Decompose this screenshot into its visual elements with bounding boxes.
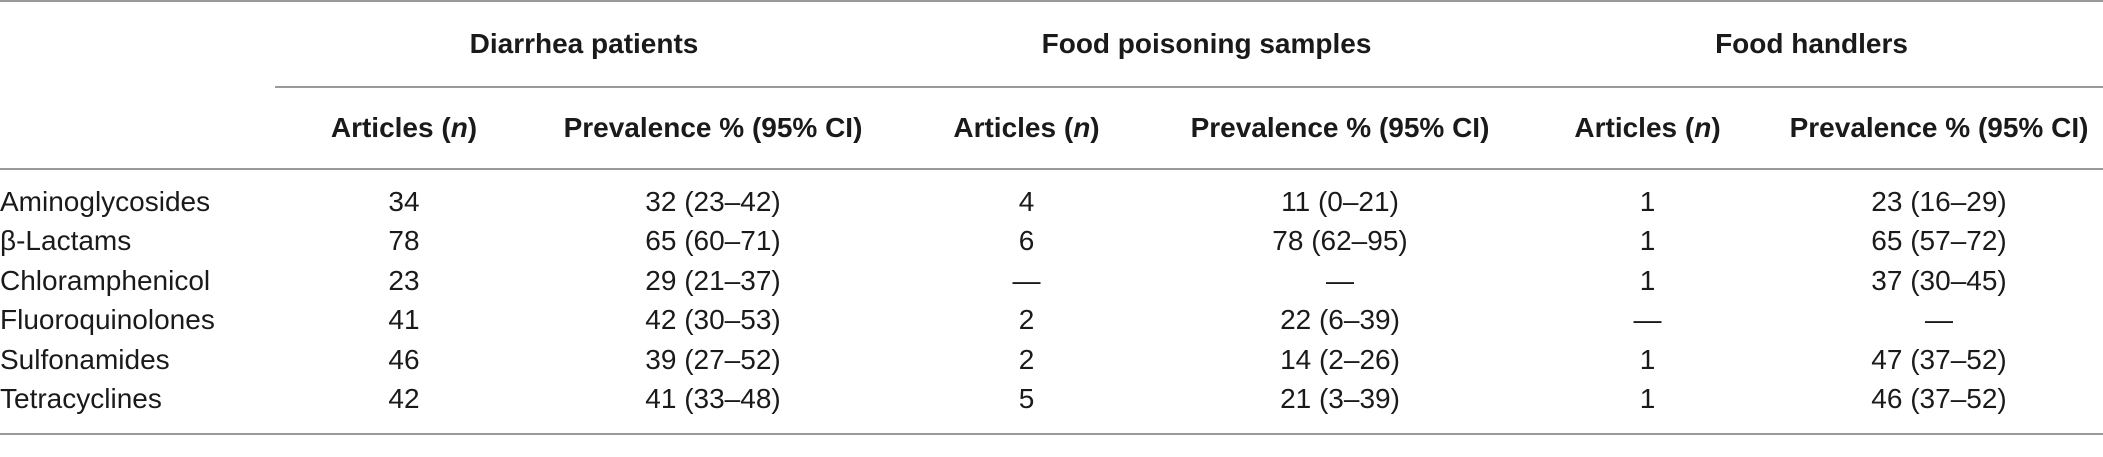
cell-prevalence: — <box>1326 264 1354 296</box>
subheader-articles: Articles (n) <box>275 87 533 170</box>
cell-prevalence: 22 (6–39) <box>1280 304 1400 336</box>
group-header-food-poisoning-samples: Food poisoning samples <box>893 0 1521 88</box>
articles-prefix: Articles ( <box>330 112 451 143</box>
row-label: Fluoroquinolones <box>0 304 215 336</box>
articles-n: n <box>1073 112 1091 143</box>
table-row: Sulfonamides 46 39 (27–52) 2 14 (2–26) 1… <box>0 340 2103 380</box>
cell-prevalence: 47 (37–52) <box>1871 343 2007 375</box>
cell-articles: 2 <box>1018 343 1035 375</box>
subheader-prevalence: Prevalence % (95% CI) <box>1775 87 2103 170</box>
cell-articles: 41 <box>388 304 420 336</box>
subheader-prevalence: Prevalence % (95% CI) <box>533 87 893 170</box>
articles-suffix: ) <box>467 112 478 143</box>
table-row: Tetracyclines 42 41 (33–48) 5 21 (3–39) … <box>0 379 2103 435</box>
subheader-articles: Articles (n) <box>893 87 1160 170</box>
row-label: Aminoglycosides <box>0 185 211 217</box>
group-header-food-handlers: Food handlers <box>1520 0 2103 88</box>
cell-articles: — <box>1633 304 1662 336</box>
cell-prevalence: 46 (37–52) <box>1775 379 2103 435</box>
cell-articles: 23 <box>388 264 420 296</box>
row-label: Sulfonamides <box>0 343 170 375</box>
articles-prefix: Articles ( <box>953 112 1074 143</box>
table-body: Aminoglycosides 34 32 (23–42) 4 11 (0–21… <box>0 169 2103 435</box>
articles-prefix: Articles ( <box>1574 112 1695 143</box>
articles-suffix: ) <box>1711 112 1721 143</box>
cell-articles: 6 <box>1018 225 1035 257</box>
cell-articles: 2 <box>1018 304 1035 336</box>
cell-prevalence: 32 (23–42) <box>645 185 781 217</box>
articles-n: n <box>450 112 468 143</box>
cell-prevalence: — <box>1925 304 1954 336</box>
cell-articles: 46 <box>388 343 420 375</box>
cell-articles: 4 <box>1018 185 1035 217</box>
cell-prevalence: 41 (33–48) <box>533 379 893 435</box>
table-row: Chloramphenicol 23 29 (21–37) — — 1 37 (… <box>0 261 2103 301</box>
articles-suffix: ) <box>1090 112 1100 143</box>
cell-articles: 1 <box>1639 264 1656 296</box>
cell-articles: 42 <box>275 379 533 435</box>
group-header-diarrhea-patients: Diarrhea patients <box>275 0 893 88</box>
cell-prevalence: 78 (62–95) <box>1272 225 1408 257</box>
articles-n: n <box>1694 112 1712 143</box>
table-row: β-Lactams 78 65 (60–71) 6 78 (62–95) 1 6… <box>0 222 2103 262</box>
row-label: Chloramphenicol <box>0 264 211 296</box>
cell-prevalence: 37 (30–45) <box>1871 264 2007 296</box>
table-row: Aminoglycosides 34 32 (23–42) 4 11 (0–21… <box>0 169 2103 222</box>
cell-prevalence: 42 (30–53) <box>645 304 781 336</box>
cell-articles: 78 <box>388 225 420 257</box>
cell-prevalence: 14 (2–26) <box>1280 343 1400 375</box>
cell-articles: 34 <box>388 185 420 217</box>
cell-prevalence: 65 (60–71) <box>645 225 781 257</box>
group-header-row: Diarrhea patients Food poisoning samples… <box>0 0 2103 88</box>
cell-articles: 1 <box>1520 379 1776 435</box>
cell-articles: 1 <box>1639 185 1656 217</box>
subheader-articles: Articles (n) <box>1520 87 1776 170</box>
row-label: Tetracyclines <box>0 379 275 435</box>
cell-prevalence: 65 (57–72) <box>1871 225 2007 257</box>
subheader-empty <box>0 87 275 170</box>
cell-prevalence: 39 (27–52) <box>645 343 781 375</box>
cell-articles: 1 <box>1639 343 1656 375</box>
cell-articles: 5 <box>893 379 1160 435</box>
prevalence-table: Diarrhea patients Food poisoning samples… <box>0 0 2103 435</box>
row-label: β-Lactams <box>0 225 132 257</box>
corner-cell <box>0 0 275 87</box>
cell-articles: 1 <box>1639 225 1656 257</box>
cell-prevalence: 11 (0–21) <box>1281 185 1399 217</box>
cell-articles: — <box>1012 264 1041 296</box>
subheader-prevalence: Prevalence % (95% CI) <box>1160 87 1521 170</box>
cell-prevalence: 29 (21–37) <box>645 264 781 296</box>
cell-prevalence: 23 (16–29) <box>1871 185 2007 217</box>
table-header: Diarrhea patients Food poisoning samples… <box>0 0 2103 170</box>
cell-prevalence: 21 (3–39) <box>1160 379 1521 435</box>
subheader-row: Articles (n) Prevalence % (95% CI) Artic… <box>0 87 2103 170</box>
table-row: Fluoroquinolones 41 42 (30–53) 2 22 (6–3… <box>0 301 2103 341</box>
